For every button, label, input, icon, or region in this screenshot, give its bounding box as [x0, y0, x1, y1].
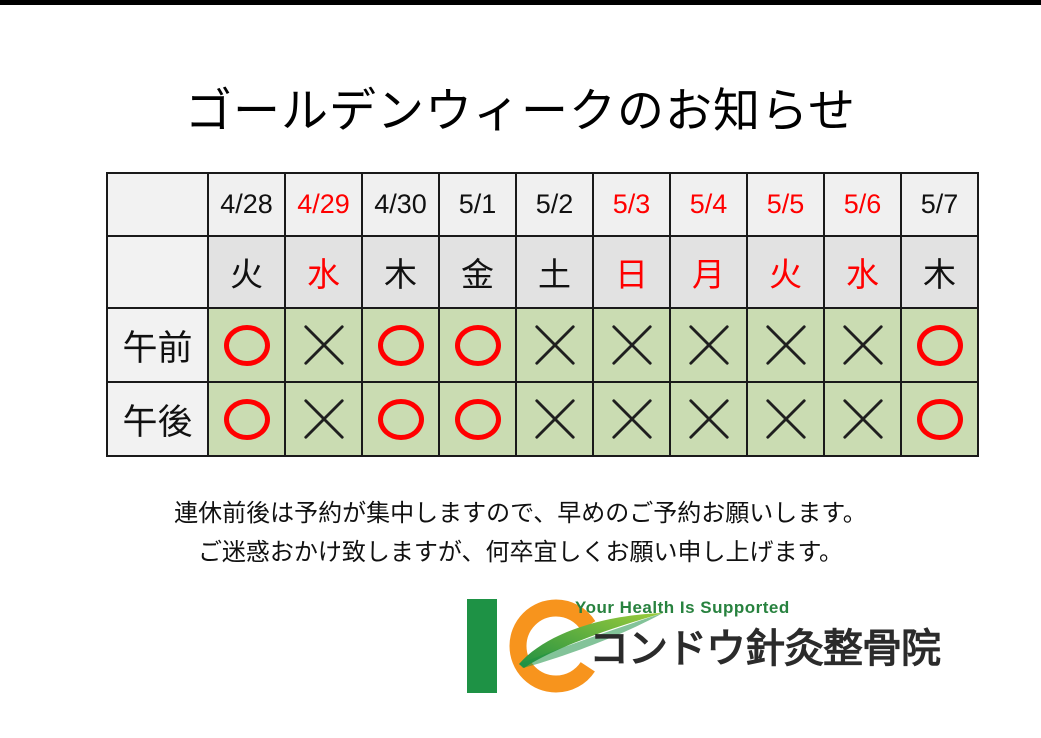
closed-cross-icon [688, 399, 729, 439]
afternoon-mark-cell [438, 381, 517, 457]
date-cell: 4/29 [284, 172, 363, 237]
morning-mark-cell [592, 307, 671, 383]
clinic-name: コンドウ針灸整骨院 [589, 627, 941, 671]
notice-text: 連休前後は予約が集中しますので、早めのご予約お願いします。 ご迷惑おかけ致します… [0, 494, 1041, 572]
date-cell: 5/2 [515, 172, 594, 237]
afternoon-mark-cell [207, 381, 286, 457]
morning-mark-cell [207, 307, 286, 383]
date-cell: 4/30 [361, 172, 440, 237]
closed-cross-icon [688, 325, 729, 365]
afternoon-mark-cell [284, 381, 363, 457]
afternoon-mark-cell [592, 381, 671, 457]
corner-cell [106, 172, 209, 237]
logo-tagline: Your Health Is Supported [575, 598, 790, 617]
afternoon-mark-cell [900, 381, 979, 457]
weekday-cell: 土 [515, 235, 594, 309]
afternoon-label: 午後 [106, 381, 209, 457]
closed-cross-icon [842, 399, 883, 439]
logo-c-ring-icon [509, 599, 603, 693]
weekday-cell: 木 [361, 235, 440, 309]
weekday-cell: 木 [900, 235, 979, 309]
date-cell: 5/5 [746, 172, 825, 237]
note-line-1: 連休前後は予約が集中しますので、早めのご予約お願いします。 [174, 500, 867, 527]
morning-mark-cell [284, 307, 363, 383]
closed-cross-icon [611, 399, 652, 439]
weekday-cell: 火 [746, 235, 825, 309]
weekday-cell: 金 [438, 235, 517, 309]
closed-cross-icon [534, 325, 575, 365]
weekday-cell: 火 [207, 235, 286, 309]
closed-cross-icon [611, 325, 652, 365]
date-cell: 5/4 [669, 172, 748, 237]
open-circle-icon [916, 324, 963, 366]
weekday-cell: 水 [823, 235, 902, 309]
open-circle-icon [454, 324, 501, 366]
weekday-cell: 月 [669, 235, 748, 309]
afternoon-mark-cell [515, 381, 594, 457]
date-cell: 5/6 [823, 172, 902, 237]
morning-mark-cell [823, 307, 902, 383]
afternoon-mark-cell [823, 381, 902, 457]
closed-cross-icon [842, 325, 883, 365]
morning-mark-cell [900, 307, 979, 383]
closed-cross-icon [534, 399, 575, 439]
leaf-icon [519, 613, 663, 668]
open-circle-icon [916, 398, 963, 440]
date-cell: 5/1 [438, 172, 517, 237]
afternoon-mark-cell [746, 381, 825, 457]
corner-cell [106, 235, 209, 309]
morning-mark-cell [361, 307, 440, 383]
afternoon-row: 午後 [106, 381, 979, 457]
top-border [0, 0, 1041, 5]
closed-cross-icon [303, 399, 344, 439]
logo-green-bar-icon [467, 599, 497, 693]
weekday-cell: 水 [284, 235, 363, 309]
schedule-table: 4/28 4/29 4/30 5/1 5/2 5/3 5/4 5/5 5/6 5/7 火水木金土日月… [106, 172, 979, 457]
afternoon-mark-cell [669, 381, 748, 457]
date-cell: 4/28 [207, 172, 286, 237]
closed-cross-icon [765, 399, 806, 439]
morning-label: 午前 [106, 307, 209, 383]
afternoon-mark-cell [361, 381, 440, 457]
date-row: 4/28 4/29 4/30 5/1 5/2 5/3 5/4 5/5 5/6 5/7 [106, 172, 979, 237]
note-line-2: ご迷惑おかけ致しますが、何卒宜しくお願い申し上げます。 [197, 539, 844, 566]
morning-mark-cell [746, 307, 825, 383]
open-circle-icon [223, 398, 270, 440]
open-circle-icon [454, 398, 501, 440]
open-circle-icon [223, 324, 270, 366]
open-circle-icon [377, 324, 424, 366]
page-title: ゴールデンウィークのお知らせ [184, 84, 857, 137]
date-cell: 5/3 [592, 172, 671, 237]
morning-row: 午前 [106, 307, 979, 383]
morning-mark-cell [515, 307, 594, 383]
day-row: 火水木金土日月火水木 [106, 235, 979, 309]
morning-mark-cell [438, 307, 517, 383]
closed-cross-icon [765, 325, 806, 365]
open-circle-icon [377, 398, 424, 440]
closed-cross-icon [303, 325, 344, 365]
date-cell: 5/7 [900, 172, 979, 237]
weekday-cell: 日 [592, 235, 671, 309]
clinic-logo: Your Health Is Supported コンドウ針灸整骨院 [467, 596, 947, 700]
morning-mark-cell [669, 307, 748, 383]
